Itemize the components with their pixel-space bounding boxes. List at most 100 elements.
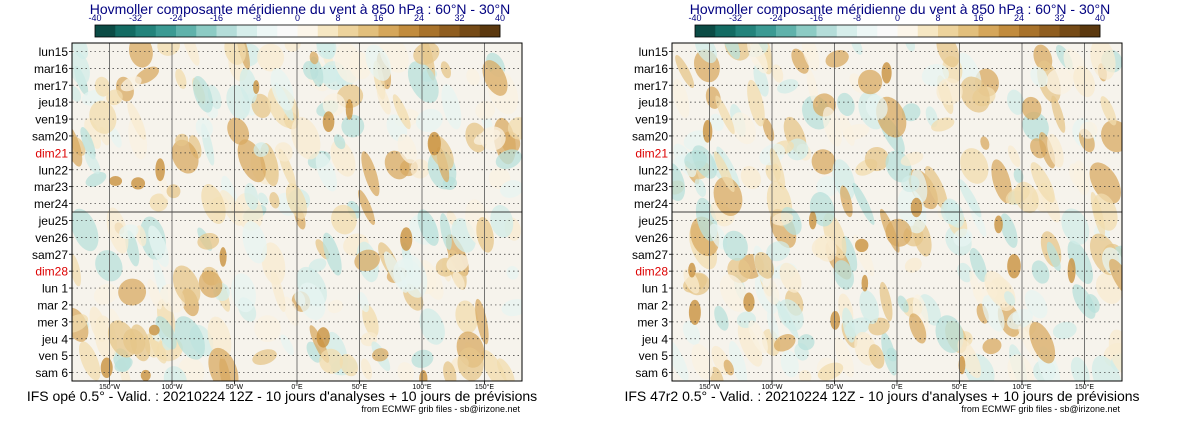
y-tick-label: sam 6 [635, 366, 668, 380]
plot-frame [671, 42, 1123, 382]
field-blob [1030, 138, 1047, 159]
field-blob [455, 300, 478, 334]
colorbar-swatch [439, 25, 460, 37]
colorbar-tick-label: -8 [253, 13, 261, 23]
colorbar-tick-label: 40 [1095, 13, 1105, 23]
field-blob [832, 159, 856, 200]
field-blob [982, 295, 1005, 332]
field-blob [72, 314, 89, 333]
field-core [910, 197, 923, 218]
colorbar-swatch [1079, 25, 1101, 37]
field-blob [257, 43, 285, 72]
colorbar-tick-label: -32 [129, 13, 142, 23]
field-blob [833, 260, 854, 290]
x-tick-label: 50°E [352, 383, 368, 391]
field-blob [777, 299, 804, 331]
field-blob [334, 43, 363, 83]
field-core [688, 262, 696, 278]
field-core [148, 324, 160, 336]
y-tick-label: sam20 [632, 129, 668, 143]
field-blob [753, 64, 769, 97]
field-blob [119, 224, 139, 240]
y-tick-label: dim28 [635, 265, 668, 279]
y-tick-label: mer24 [34, 197, 68, 211]
field-blob [822, 106, 843, 147]
colorbar-tick-label: -24 [169, 13, 182, 23]
field-blob [79, 341, 101, 381]
colorbar-swatch [419, 25, 440, 37]
field-blob [251, 93, 272, 118]
field-blob [1031, 260, 1050, 284]
field-blob [357, 189, 376, 226]
colorbar-tick-label: -24 [769, 13, 782, 23]
y-tick-label: jeu25 [638, 214, 669, 228]
x-tick-label: 100°W [161, 383, 182, 391]
colorbar-swatch [897, 25, 919, 37]
field-core [400, 227, 413, 251]
hovmoller-chart-svg: Hovmoller composante méridienne du vent … [27, 1, 537, 414]
field-blob [227, 117, 250, 145]
field-blob [1021, 96, 1042, 120]
colorbar-swatch [459, 25, 481, 37]
colorbar-swatch [836, 25, 858, 37]
field-blob [481, 349, 507, 381]
field-core [994, 215, 1003, 234]
colorbar-swatch [917, 25, 939, 37]
field-blob [1018, 325, 1040, 362]
field-blob [901, 175, 920, 193]
field-blob [162, 336, 173, 351]
x-tick-label: 100°E [412, 383, 431, 391]
y-tick-label: ven 5 [39, 349, 69, 363]
y-tick-label: ven 5 [639, 349, 669, 363]
field-blob [777, 79, 799, 94]
field-blob [72, 51, 90, 85]
field-core [1067, 257, 1076, 284]
field-blob [675, 54, 695, 89]
colorbar-tick-label: 8 [335, 13, 340, 23]
chart-credit: from ECMWF grib files - sb@irizone.net [361, 404, 520, 414]
field-blob [315, 152, 337, 192]
field-blob [120, 76, 142, 92]
field-blob [376, 85, 391, 115]
field-blob [411, 349, 434, 368]
field-blob [127, 101, 147, 140]
field-blob [358, 292, 370, 313]
y-tick-label: lun22 [39, 163, 69, 177]
field-blob [72, 208, 99, 252]
field-blob [722, 230, 748, 261]
field-blob [931, 117, 955, 132]
y-tick-label: sam20 [32, 129, 68, 143]
y-tick-label: jeu18 [638, 96, 669, 110]
colorbar-swatch [1039, 25, 1060, 37]
colorbar-swatch [398, 25, 420, 37]
y-tick-label: sam27 [632, 248, 668, 262]
colorbar-swatch [877, 25, 898, 37]
colorbar-tick-label: -8 [853, 13, 861, 23]
x-tick-label: 150°W [699, 383, 720, 391]
field-blob [857, 69, 883, 95]
field-blob [1004, 291, 1016, 306]
field-blob [362, 304, 379, 338]
field-blob [397, 133, 417, 164]
colorbar-swatch [176, 25, 197, 37]
colorbar-tick-label: 24 [414, 13, 424, 23]
field-blob [319, 348, 343, 374]
field-core [861, 274, 869, 292]
colorbar-swatch [715, 25, 736, 37]
colorbar-tick-label: -16 [810, 13, 823, 23]
colorbar: -40 -32 -24 -16 -8 0 8 16 24 32 40 [88, 13, 505, 38]
field-blob [106, 89, 123, 106]
field-blob [1029, 321, 1056, 364]
field-core [109, 176, 123, 187]
field-blob [1100, 96, 1117, 126]
field-blob [372, 348, 389, 362]
x-tick-label: 150°E [1075, 383, 1094, 391]
field-blob [1047, 133, 1064, 168]
y-tick-label: mar 2 [37, 298, 68, 312]
colorbar-swatch [938, 25, 959, 37]
field-blob [719, 274, 748, 312]
colorbar-swatch [135, 25, 157, 37]
field-core [427, 131, 441, 156]
field-blob [94, 76, 111, 97]
y-tick-label: mar 2 [637, 298, 668, 312]
